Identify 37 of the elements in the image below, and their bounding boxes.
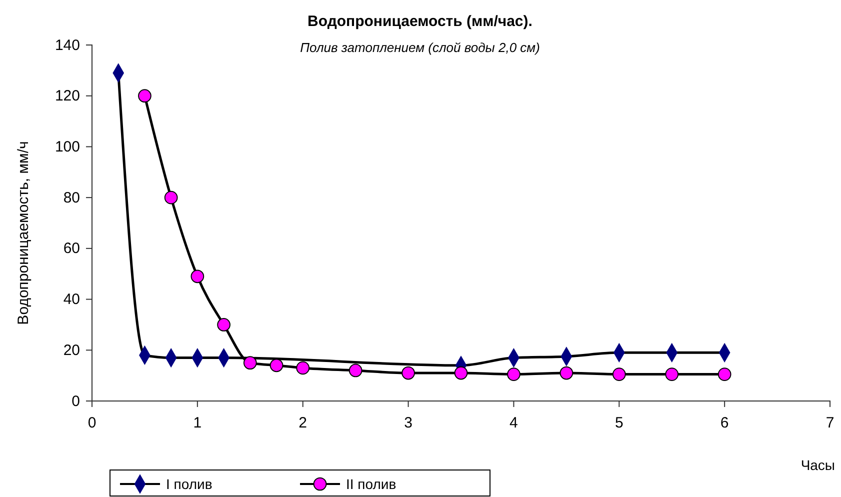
point xyxy=(243,356,257,370)
point xyxy=(138,89,152,103)
x-tick-label: 3 xyxy=(404,414,412,432)
y-tick-label: 60 xyxy=(63,240,80,258)
point xyxy=(270,358,284,372)
y-axis-title: Водопроницаемость, мм/ч xyxy=(15,141,32,325)
x-tick-label: 5 xyxy=(614,414,624,432)
point xyxy=(560,366,574,380)
y-tick-label: 80 xyxy=(63,189,80,206)
x-tick-label: 7 xyxy=(826,414,834,432)
x-axis-title: Часы xyxy=(800,457,835,473)
y-tick-label: 120 xyxy=(54,88,80,105)
point xyxy=(164,190,178,204)
point xyxy=(190,270,204,284)
x-tick-label: 2 xyxy=(298,414,308,432)
point xyxy=(507,368,520,381)
x-tick-label: 4 xyxy=(510,414,518,432)
point xyxy=(217,318,230,332)
legend-label: II полив xyxy=(346,476,396,492)
point xyxy=(454,366,468,380)
chart-title: Водопроницаемость (мм/час). xyxy=(308,13,532,30)
y-tick-label: 100 xyxy=(54,138,80,156)
y-tick-label: 20 xyxy=(63,342,80,359)
point xyxy=(665,368,679,381)
chart-subtitle: Полив затоплением (слой воды 2,0 см) xyxy=(300,40,540,55)
point xyxy=(612,368,626,381)
point xyxy=(348,364,362,378)
y-tick-label: 0 xyxy=(72,392,80,410)
y-tick-label: 40 xyxy=(63,291,80,308)
point xyxy=(718,368,732,381)
y-tick-label: 140 xyxy=(54,36,80,54)
point xyxy=(402,366,415,380)
x-tick-label: 6 xyxy=(720,414,729,432)
x-tick-label: 0 xyxy=(88,414,96,432)
point xyxy=(296,361,310,375)
legend-label: I полив xyxy=(166,476,212,492)
x-tick-label: 1 xyxy=(193,414,202,432)
